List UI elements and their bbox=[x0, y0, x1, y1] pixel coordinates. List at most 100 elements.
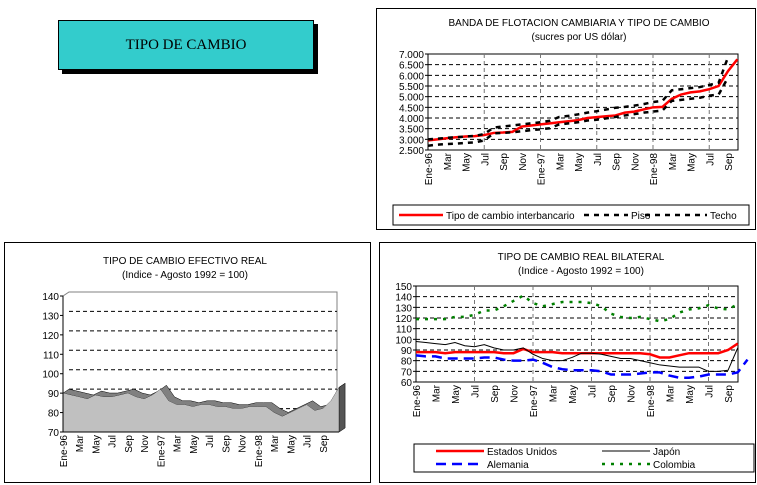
x-tick-label: May bbox=[189, 435, 200, 454]
x-tick-label: Ene-98 bbox=[649, 153, 660, 186]
x-tick-label: Sep bbox=[607, 385, 618, 403]
x-tick-label: Mar bbox=[173, 434, 184, 452]
legend-box bbox=[392, 204, 750, 226]
area-front bbox=[63, 387, 340, 432]
x-tick-label: Jul bbox=[205, 435, 216, 448]
x-tick-label: Sep bbox=[124, 435, 135, 453]
y-tick-label: 90 bbox=[48, 389, 60, 400]
x-tick-label: Nov bbox=[510, 385, 521, 403]
legend-label: Estados Unidos bbox=[487, 447, 557, 458]
y-tick-label: 3.500 bbox=[399, 125, 424, 136]
x-tick-label: Jul bbox=[303, 435, 314, 448]
chart-banda-svg: BANDA DE FLOTACION CAMBIARIA Y TIPO DE C… bbox=[392, 18, 750, 226]
legend-label: Piso bbox=[631, 211, 651, 222]
x-tick-label: Jul bbox=[588, 385, 599, 398]
x-tick-label: May bbox=[687, 153, 698, 172]
chart-real-bilateral: TIPO DE CAMBIO REAL BILATERAL (Indice - … bbox=[379, 242, 756, 483]
x-tick-label: Mar bbox=[666, 384, 677, 402]
y-tick-label: 140 bbox=[395, 293, 412, 304]
x-tick-label: Sep bbox=[221, 435, 232, 453]
x-tick-label: Mar bbox=[443, 152, 454, 170]
x-tick-label: Ene-97 bbox=[537, 153, 548, 186]
x-tick-label: May bbox=[574, 153, 585, 172]
x-tick-label: Ene-98 bbox=[646, 385, 657, 418]
chart-title: TIPO DE CAMBIO REAL BILATERAL bbox=[498, 252, 665, 263]
y-tick-label: 5.500 bbox=[399, 82, 424, 93]
chart-subtitle: (sucres por US dólar) bbox=[531, 32, 626, 43]
y-tick-label: 4.500 bbox=[399, 103, 424, 114]
y-tick-label: 80 bbox=[401, 357, 413, 368]
x-tick-label: Jul bbox=[593, 153, 604, 166]
y-tick-label: 3.000 bbox=[399, 135, 424, 146]
x-tick-label: Sep bbox=[319, 435, 330, 453]
y-tick-label: 130 bbox=[395, 303, 412, 314]
chart-subtitle: (Indice - Agosto 1992 = 100) bbox=[518, 266, 644, 277]
y-tick-label: 4.000 bbox=[399, 114, 424, 125]
y-tick-label: 100 bbox=[42, 370, 59, 381]
x-tick-label: Ene-98 bbox=[254, 435, 265, 468]
x-tick-label: May bbox=[685, 385, 696, 404]
chart-bilateral-svg: TIPO DE CAMBIO REAL BILATERAL (Indice - … bbox=[395, 252, 755, 473]
legend-box bbox=[413, 443, 755, 473]
series-alemania bbox=[415, 354, 749, 379]
x-tick-label: May bbox=[286, 435, 297, 454]
x-tick-label: Mar bbox=[549, 384, 560, 402]
y-tick-label: 6.500 bbox=[399, 61, 424, 72]
x-tick-label: Ene-97 bbox=[529, 385, 540, 418]
x-tick-label: Sep bbox=[724, 385, 735, 403]
chart-title: BANDA DE FLOTACION CAMBIARIA Y TIPO DE C… bbox=[449, 18, 710, 29]
x-tick-label: Nov bbox=[627, 385, 638, 403]
x-tick-label: Nov bbox=[238, 435, 249, 453]
x-tick-label: Sep bbox=[499, 153, 510, 171]
legend-label: Alemania bbox=[487, 460, 529, 471]
series-japón bbox=[415, 340, 739, 372]
page-title: TIPO DE CAMBIO bbox=[125, 36, 247, 53]
y-tick-label: 120 bbox=[42, 331, 59, 342]
x-tick-label: Ene-96 bbox=[412, 385, 423, 418]
x-tick-label: Nov bbox=[518, 153, 529, 171]
x-tick-label: Ene-96 bbox=[59, 435, 70, 468]
x-tick-label: Jul bbox=[705, 153, 716, 166]
series-piso bbox=[427, 76, 730, 147]
y-tick-label: 2.500 bbox=[399, 146, 424, 157]
page-title-box: TIPO DE CAMBIO bbox=[58, 20, 314, 70]
x-tick-label: May bbox=[451, 385, 462, 404]
y-tick-label: 150 bbox=[395, 282, 412, 293]
y-tick-label: 120 bbox=[395, 314, 412, 325]
chart-banda-flotacion: BANDA DE FLOTACION CAMBIARIA Y TIPO DE C… bbox=[376, 8, 756, 230]
y-tick-label: 6.000 bbox=[399, 71, 424, 82]
y-tick-label: 80 bbox=[48, 409, 60, 420]
y-tick-label: 70 bbox=[48, 428, 60, 439]
x-tick-label: Mar bbox=[555, 152, 566, 170]
x-tick-label: Nov bbox=[630, 153, 641, 171]
legend-label: Techo bbox=[710, 211, 737, 222]
legend-label: Japón bbox=[653, 447, 680, 458]
y-tick-label: 110 bbox=[43, 350, 59, 361]
y-tick-label: 100 bbox=[395, 335, 412, 346]
y-tick-label: 60 bbox=[401, 378, 413, 389]
x-tick-label: Sep bbox=[612, 153, 623, 171]
y-tick-label: 130 bbox=[42, 311, 59, 322]
plot-area bbox=[415, 285, 739, 383]
chart-efectivo-svg: TIPO DE CAMBIO EFECTIVO REAL (Indice - A… bbox=[42, 256, 346, 468]
y-tick-label: 5.000 bbox=[399, 93, 424, 104]
x-tick-label: Nov bbox=[140, 435, 151, 453]
series-estados-unidos bbox=[416, 342, 739, 359]
x-tick-label: May bbox=[568, 385, 579, 404]
x-tick-label: Sep bbox=[724, 153, 735, 171]
legend-label: Colombia bbox=[653, 460, 696, 471]
x-tick-label: Jul bbox=[471, 385, 482, 398]
x-tick-label: May bbox=[91, 435, 102, 454]
x-tick-label: May bbox=[462, 153, 473, 172]
y-tick-label: 7.000 bbox=[399, 50, 424, 61]
x-tick-label: Ene-97 bbox=[156, 435, 167, 468]
x-tick-label: Mar bbox=[432, 384, 443, 402]
chart-subtitle: (Indice - Agosto 1992 = 100) bbox=[122, 270, 248, 281]
x-tick-label: Ene-96 bbox=[424, 153, 435, 186]
x-tick-label: Mar bbox=[270, 434, 281, 452]
chart-title: TIPO DE CAMBIO EFECTIVO REAL bbox=[103, 256, 267, 267]
series-techo bbox=[427, 56, 730, 141]
legend-label: Tipo de cambio interbancario bbox=[446, 211, 575, 222]
y-tick-label: 90 bbox=[401, 346, 413, 357]
chart-efectivo-real: TIPO DE CAMBIO EFECTIVO REAL (Indice - A… bbox=[4, 242, 371, 483]
